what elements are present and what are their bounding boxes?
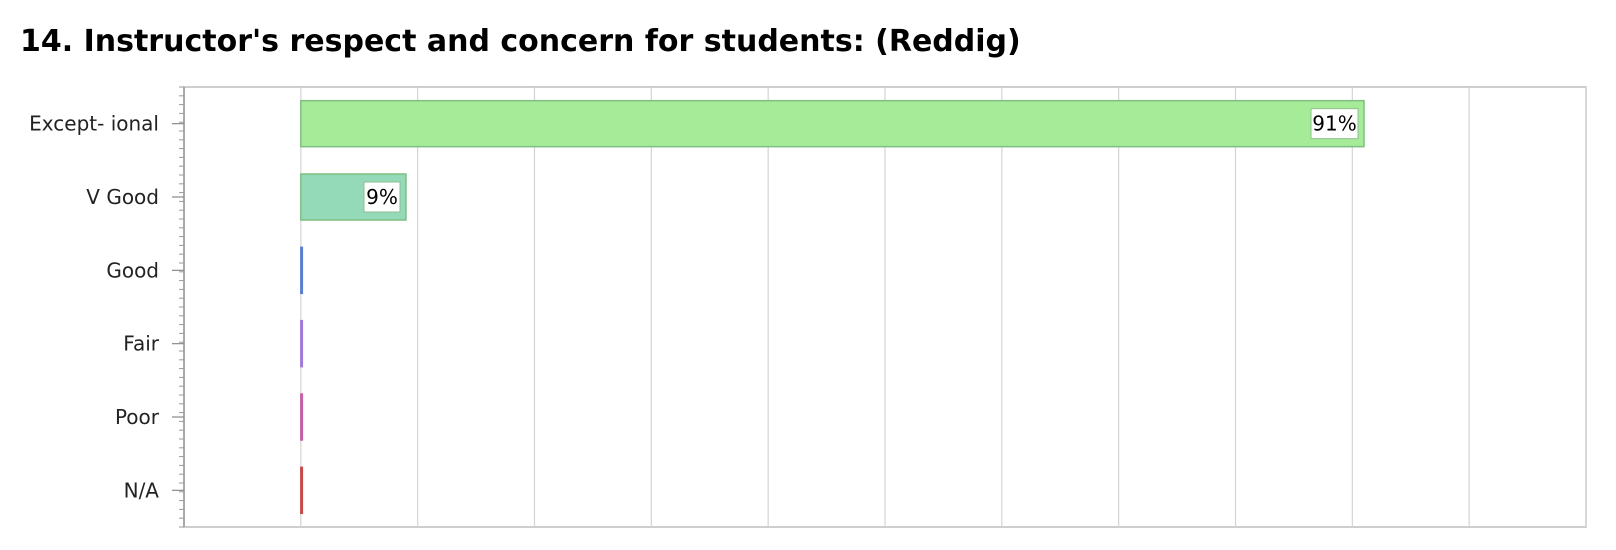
category-label: Poor	[115, 405, 160, 429]
value-label: 91%	[1312, 112, 1356, 136]
value-label-box	[363, 181, 401, 213]
bar	[300, 99, 1365, 148]
bar	[300, 319, 304, 368]
value-label-box	[1310, 108, 1359, 140]
category-label: N/A	[124, 478, 160, 502]
value-label: 9%	[366, 185, 398, 209]
bar	[300, 246, 304, 295]
category-label: Except- ional	[29, 112, 159, 136]
gridlines	[183, 87, 1587, 527]
bars	[300, 99, 1365, 515]
category-labels: Except- ional V Good Good Fair Poor N/A	[29, 112, 160, 503]
category-label: Fair	[123, 332, 159, 356]
category-label: Good	[106, 258, 159, 282]
category-label: V Good	[86, 185, 159, 209]
chart-title: 14. Instructor's respect and concern for…	[20, 24, 1021, 59]
bar	[300, 466, 304, 515]
axis-ticks	[172, 86, 185, 528]
value-labels: 91% 9%	[363, 108, 1359, 213]
bar	[300, 393, 304, 441]
